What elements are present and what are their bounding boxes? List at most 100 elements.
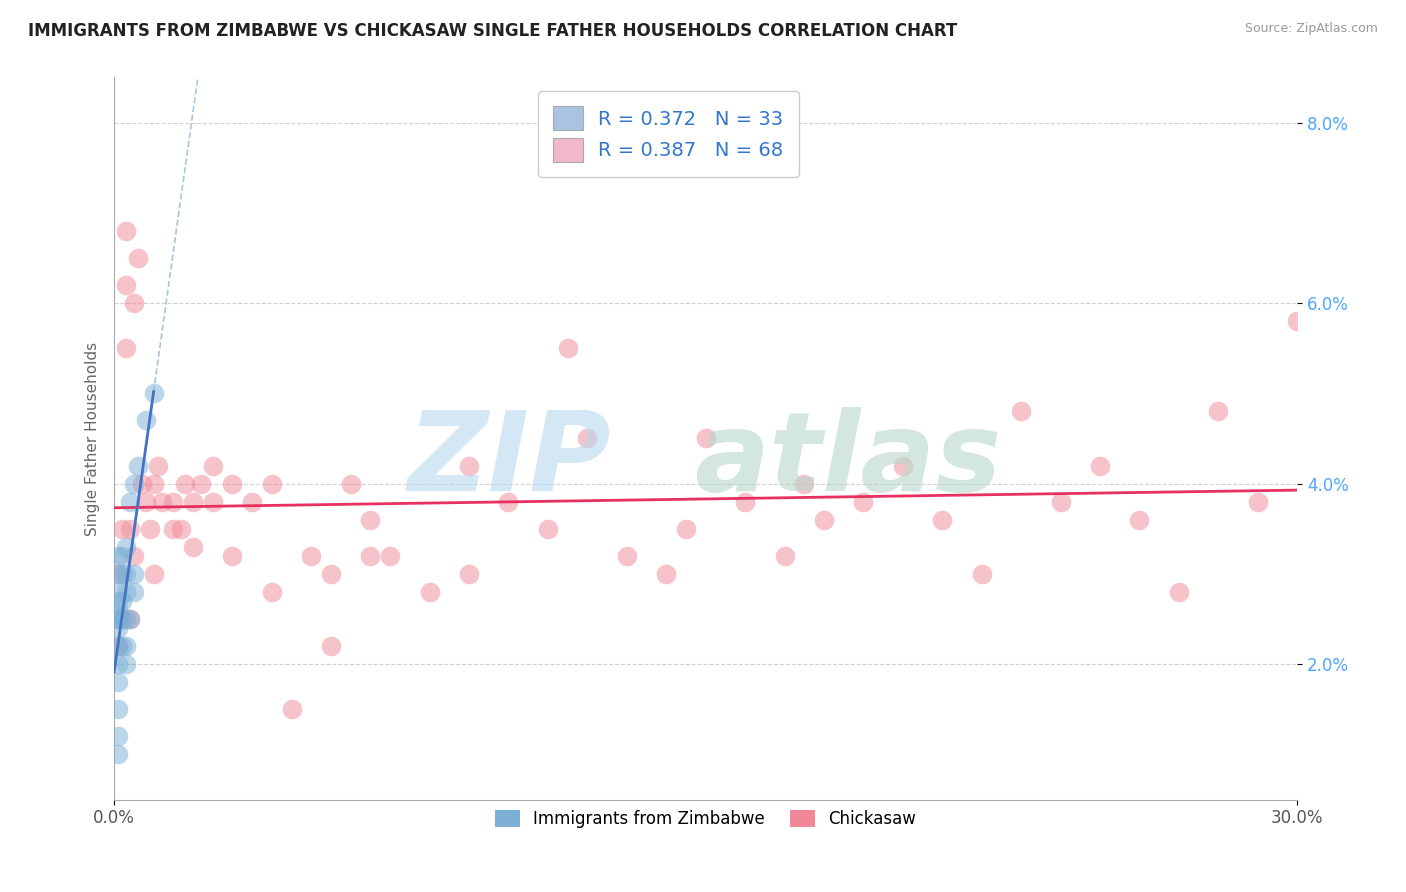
- Point: [107, 603, 129, 617]
- Point: [107, 747, 129, 762]
- Point: [107, 702, 129, 716]
- Point: [107, 594, 129, 608]
- Point: [107, 639, 129, 653]
- Point: [107, 566, 129, 581]
- Point: [122, 566, 145, 581]
- Point: [107, 675, 129, 690]
- Point: [221, 549, 243, 563]
- Point: [537, 522, 560, 536]
- Point: [970, 566, 993, 581]
- Point: [107, 612, 129, 626]
- Point: [931, 513, 953, 527]
- Point: [122, 585, 145, 599]
- Point: [142, 386, 165, 401]
- Point: [1010, 404, 1032, 418]
- Point: [118, 612, 141, 626]
- Point: [734, 494, 756, 508]
- Point: [111, 612, 134, 626]
- Point: [107, 639, 129, 653]
- Point: [127, 458, 149, 473]
- Point: [458, 458, 481, 473]
- Point: [675, 522, 697, 536]
- Point: [115, 224, 138, 238]
- Point: [138, 522, 160, 536]
- Point: [260, 476, 283, 491]
- Point: [299, 549, 322, 563]
- Point: [115, 278, 138, 293]
- Point: [115, 585, 138, 599]
- Point: [1286, 314, 1309, 328]
- Point: [419, 585, 441, 599]
- Point: [111, 594, 134, 608]
- Point: [118, 522, 141, 536]
- Point: [1088, 458, 1111, 473]
- Point: [201, 458, 224, 473]
- Point: [458, 566, 481, 581]
- Point: [1206, 404, 1229, 418]
- Point: [127, 251, 149, 265]
- Point: [115, 566, 138, 581]
- Point: [107, 549, 129, 563]
- Point: [280, 702, 302, 716]
- Point: [111, 522, 134, 536]
- Point: [319, 639, 342, 653]
- Point: [107, 612, 129, 626]
- Point: [891, 458, 914, 473]
- Point: [118, 494, 141, 508]
- Point: [107, 657, 129, 672]
- Point: [174, 476, 197, 491]
- Point: [190, 476, 212, 491]
- Point: [360, 549, 382, 563]
- Text: Source: ZipAtlas.com: Source: ZipAtlas.com: [1244, 22, 1378, 36]
- Point: [115, 341, 138, 355]
- Point: [360, 513, 382, 527]
- Point: [135, 494, 157, 508]
- Point: [107, 585, 129, 599]
- Point: [122, 476, 145, 491]
- Point: [260, 585, 283, 599]
- Point: [146, 458, 169, 473]
- Point: [122, 296, 145, 310]
- Point: [115, 639, 138, 653]
- Point: [162, 522, 184, 536]
- Point: [1128, 513, 1150, 527]
- Point: [852, 494, 875, 508]
- Text: ZIP: ZIP: [408, 407, 612, 514]
- Point: [221, 476, 243, 491]
- Point: [498, 494, 520, 508]
- Point: [135, 413, 157, 427]
- Point: [1247, 494, 1270, 508]
- Point: [142, 566, 165, 581]
- Point: [695, 432, 717, 446]
- Point: [111, 612, 134, 626]
- Point: [115, 540, 138, 554]
- Point: [1049, 494, 1071, 508]
- Point: [107, 729, 129, 743]
- Point: [118, 612, 141, 626]
- Point: [115, 657, 138, 672]
- Legend: Immigrants from Zimbabwe, Chickasaw: Immigrants from Zimbabwe, Chickasaw: [488, 803, 922, 835]
- Point: [111, 566, 134, 581]
- Point: [655, 566, 678, 581]
- Point: [339, 476, 361, 491]
- Y-axis label: Single Father Households: Single Father Households: [86, 342, 100, 535]
- Point: [122, 549, 145, 563]
- Point: [557, 341, 579, 355]
- Point: [131, 476, 153, 491]
- Point: [150, 494, 173, 508]
- Point: [111, 639, 134, 653]
- Point: [240, 494, 263, 508]
- Point: [115, 612, 138, 626]
- Point: [380, 549, 402, 563]
- Point: [181, 540, 204, 554]
- Point: [1167, 585, 1189, 599]
- Point: [616, 549, 638, 563]
- Point: [170, 522, 193, 536]
- Point: [142, 476, 165, 491]
- Point: [813, 513, 835, 527]
- Point: [111, 549, 134, 563]
- Point: [201, 494, 224, 508]
- Point: [107, 566, 129, 581]
- Point: [107, 621, 129, 635]
- Text: atlas: atlas: [695, 407, 1001, 514]
